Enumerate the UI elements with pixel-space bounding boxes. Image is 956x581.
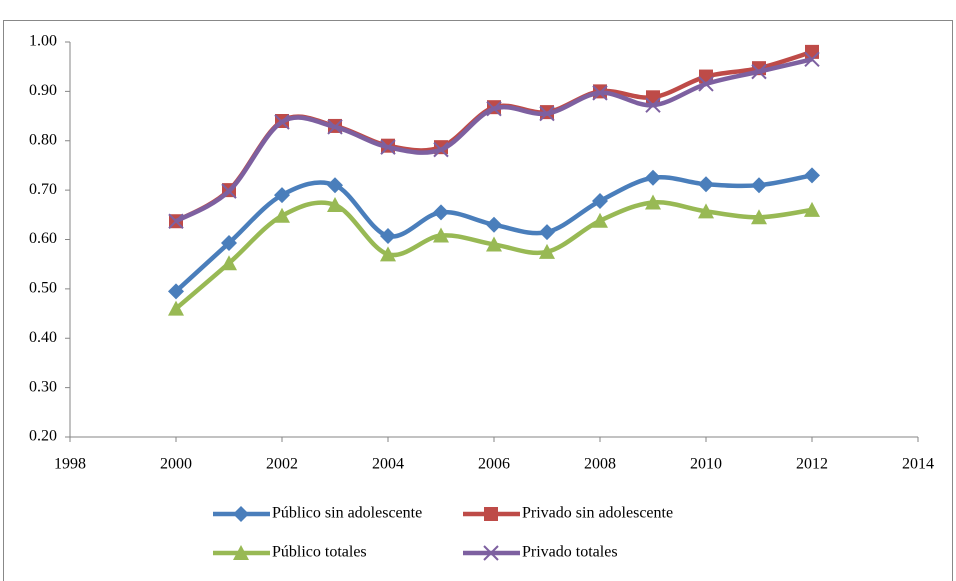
data-point (539, 243, 555, 259)
data-point (221, 183, 237, 199)
data-point (168, 300, 184, 316)
data-point (327, 177, 343, 194)
data-point (592, 192, 608, 209)
data-point (486, 216, 502, 233)
data-point (698, 176, 714, 193)
y-tick-label: 0.20 (29, 428, 57, 445)
data-point (698, 203, 714, 219)
x-tick-label: 2014 (902, 456, 934, 473)
data-point (751, 177, 767, 194)
legend-marker (484, 507, 498, 521)
data-point (380, 228, 396, 245)
data-point (274, 207, 290, 223)
data-point (380, 246, 396, 262)
y-tick-label: 0.70 (29, 181, 57, 198)
x-tick-label: 2012 (796, 456, 828, 473)
y-tick-label: 0.50 (29, 280, 57, 297)
data-point (168, 283, 184, 300)
data-point (645, 97, 661, 113)
y-tick-label: 1.00 (29, 33, 57, 50)
y-tick-label: 0.80 (29, 131, 57, 148)
data-point (274, 187, 290, 204)
data-point (804, 167, 820, 184)
legend-marker (483, 545, 499, 561)
data-point (804, 201, 820, 217)
data-point (168, 213, 184, 229)
data-point (380, 139, 396, 155)
legend-marker (233, 506, 249, 522)
data-point (592, 85, 608, 101)
data-point (645, 194, 661, 210)
data-point (433, 227, 449, 243)
x-tick-label: 2010 (690, 456, 722, 473)
data-point (751, 209, 767, 225)
data-point (221, 234, 237, 251)
data-point (433, 204, 449, 221)
data-point (592, 212, 608, 228)
data-point (645, 169, 661, 186)
data-point (486, 100, 502, 117)
x-tick-label: 2006 (478, 456, 510, 473)
x-tick-label: 2002 (266, 456, 298, 473)
y-tick-label: 0.40 (29, 329, 57, 346)
data-point (539, 224, 555, 241)
legend-label: Privado totales (522, 544, 618, 561)
data-point (274, 114, 290, 130)
y-tick-label: 0.30 (29, 378, 57, 395)
data-point (433, 141, 449, 158)
x-tick-label: 1998 (54, 456, 86, 473)
data-point (327, 196, 343, 212)
legend-label: Público totales (272, 544, 367, 561)
data-point (698, 76, 714, 92)
legend-marker (233, 545, 249, 560)
data-point (804, 51, 820, 67)
data-point (751, 63, 767, 80)
legend-label: Privado sin adolescente (522, 505, 673, 522)
data-point (486, 236, 502, 252)
data-point (221, 255, 237, 271)
x-tick-label: 2008 (584, 456, 616, 473)
data-point (805, 44, 819, 59)
chart-frame (3, 20, 953, 581)
y-tick-label: 0.60 (29, 230, 57, 247)
data-point (327, 119, 343, 135)
x-tick-label: 2000 (160, 456, 192, 473)
legend-label: Público sin adolescente (272, 505, 422, 522)
data-point (539, 105, 555, 122)
y-tick-label: 0.90 (29, 82, 57, 99)
x-tick-label: 2004 (372, 456, 404, 473)
